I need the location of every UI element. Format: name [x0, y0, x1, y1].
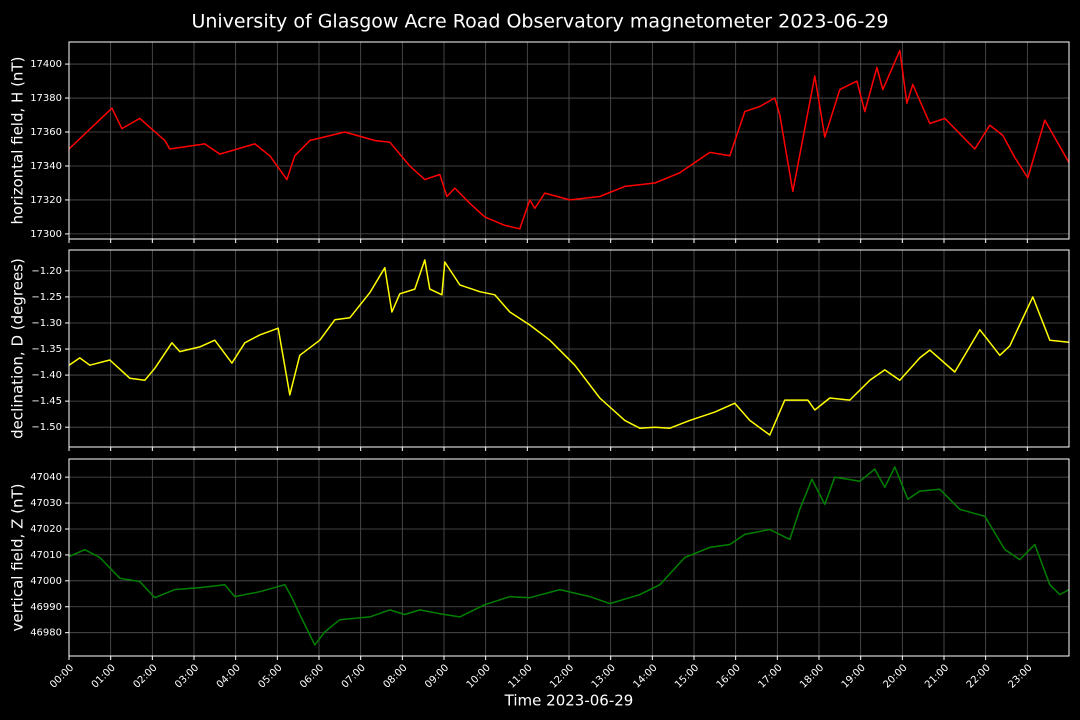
x-tick-label: 19:00	[840, 662, 868, 690]
x-tick-label: 08:00	[381, 662, 409, 690]
plot-frame	[68, 458, 1070, 657]
y-tick-label: 47020	[30, 524, 62, 535]
x-tick-label: 16:00	[715, 662, 743, 690]
x-tick-label: 01:00	[90, 662, 118, 690]
y-tick-label: −1.45	[31, 396, 62, 407]
x-tick-label: 10:00	[465, 662, 493, 690]
x-tick-label: 04:00	[215, 662, 243, 690]
x-tick-label: 02:00	[131, 662, 159, 690]
y-tick-label: −1.30	[31, 318, 62, 329]
x-tick-label: 20:00	[881, 662, 909, 690]
y-tick-label: 47030	[30, 498, 62, 509]
data-line	[68, 466, 1070, 646]
x-tick-label: 03:00	[173, 662, 201, 690]
data-line	[68, 259, 1070, 436]
x-tick-label: 15:00	[673, 662, 701, 690]
x-tick-label: 21:00	[923, 662, 951, 690]
y-axis-label: horizontal field, H (nT)	[9, 57, 27, 225]
figure-title: University of Glasgow Acre Road Observat…	[191, 11, 888, 33]
x-tick-label: 06:00	[298, 662, 326, 690]
y-tick-label: −1.25	[31, 292, 62, 303]
y-tick-label: 17300	[30, 229, 62, 240]
y-tick-label: 47000	[30, 576, 62, 587]
y-tick-label: 47040	[30, 472, 62, 483]
y-axis-label: vertical field, Z (nT)	[9, 483, 27, 631]
y-tick-label: −1.50	[31, 422, 62, 433]
x-tick-label: 07:00	[340, 662, 368, 690]
y-tick-label: −1.40	[31, 370, 62, 381]
x-tick-label: 13:00	[590, 662, 618, 690]
y-tick-label: −1.35	[31, 344, 62, 355]
y-tick-label: 17380	[30, 93, 62, 104]
x-tick-label: 05:00	[256, 662, 284, 690]
x-axis-label: Time 2023-06-29	[504, 692, 634, 710]
y-tick-label: 17320	[30, 195, 62, 206]
data-line	[68, 49, 1070, 230]
x-tick-label: 22:00	[965, 662, 993, 690]
x-tick-label: 00:00	[48, 662, 76, 690]
y-tick-label: 17400	[30, 59, 62, 70]
x-tick-label: 09:00	[423, 662, 451, 690]
y-tick-label: 46990	[30, 602, 62, 613]
x-tick-label: 18:00	[798, 662, 826, 690]
plot-frame	[68, 249, 1070, 448]
plot-frame	[68, 41, 1070, 240]
y-axis-label: declination, D (degrees)	[9, 258, 27, 439]
y-tick-label: 46980	[30, 628, 62, 639]
x-tick-label: 17:00	[756, 662, 784, 690]
x-tick-label: 11:00	[506, 662, 534, 690]
x-tick-label: 14:00	[631, 662, 659, 690]
y-tick-label: 17360	[30, 127, 62, 138]
y-tick-label: 17340	[30, 161, 62, 172]
x-tick-label: 23:00	[1006, 662, 1034, 690]
y-tick-label: −1.20	[31, 266, 62, 277]
y-tick-label: 47010	[30, 550, 62, 561]
x-tick-label: 12:00	[548, 662, 576, 690]
